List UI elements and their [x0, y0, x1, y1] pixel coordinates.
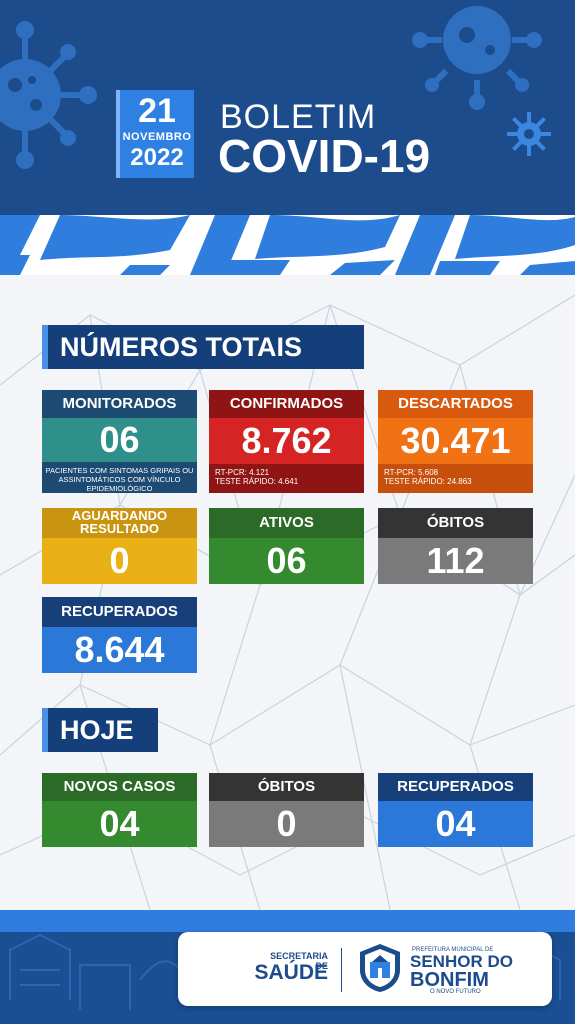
card-monitorados: MONITORADOS 06 PACIENTES COM SINTOMAS GR…: [42, 390, 197, 493]
card-value: 0: [42, 538, 197, 584]
card-value: 30.471: [378, 418, 533, 464]
card-ativos: ATIVOS 06: [209, 508, 364, 584]
saude-label: SAÚDE: [254, 961, 328, 984]
virus-icon: [0, 21, 97, 169]
card-obitos-hoje: ÓBITOS 0: [209, 773, 364, 847]
card-recuperados-hoje: RECUPERADOS 04: [378, 773, 533, 847]
card-obitos: ÓBITOS 112: [378, 508, 533, 584]
card-value: 04: [378, 801, 533, 847]
prefeitura-label: PREFEITURA MUNICIPAL DE: [412, 947, 494, 953]
card-note: PACIENTES COM SINTOMAS GRIPAIS OU ASSINT…: [42, 462, 197, 493]
virus-icon: [507, 112, 551, 156]
date-year: 2022: [130, 144, 184, 171]
card-label: DESCARTADOS: [378, 390, 533, 418]
card-label: RECUPERADOS: [42, 597, 197, 627]
card-label: AGUARDANDO RESULTADO: [42, 508, 197, 538]
card-note-line: TESTE RÁPIDO: 4.641: [215, 477, 299, 486]
card-confirmados: CONFIRMADOS 8.762 RT-PCR: 4.121 TESTE RÁ…: [209, 390, 364, 493]
card-aguardando: AGUARDANDO RESULTADO 0: [42, 508, 197, 584]
card-label: ÓBITOS: [209, 773, 364, 801]
city-name-line1: SENHOR DO: [410, 952, 513, 971]
logo-divider: [341, 948, 342, 992]
title-covid: COVID-19: [218, 130, 431, 182]
virus-icon: [412, 6, 542, 110]
card-label: MONITORADOS: [42, 390, 197, 418]
card-label: RECUPERADOS: [378, 773, 533, 801]
city-crest-icon: [360, 944, 400, 992]
card-note-line: RT-PCR: 4.121: [215, 468, 270, 477]
card-value: 0: [209, 801, 364, 847]
card-note: RT-PCR: 5.608 TESTE RÁPIDO: 24.863: [378, 464, 533, 493]
card-label-line: AGUARDANDO: [71, 508, 168, 523]
card-value: 8.644: [42, 627, 197, 673]
footer-band: [0, 910, 575, 932]
card-note-line: RT-PCR: 5.608: [384, 468, 439, 477]
card-label: ÓBITOS: [378, 508, 533, 538]
header-banner: 21 NOVEMBRO 2022 BOLETIM COVID-19: [0, 0, 575, 215]
card-value: 06: [42, 418, 197, 462]
section-heading-totais: NÚMEROS TOTAIS: [42, 325, 364, 369]
card-label: CONFIRMADOS: [209, 390, 364, 418]
decorative-stripes: [0, 215, 575, 275]
date-box: 21 NOVEMBRO 2022: [116, 90, 194, 178]
secretaria-label: SECRETARIA DE: [270, 951, 328, 971]
card-label-line: RESULTADO: [80, 521, 159, 536]
card-recuperados: RECUPERADOS 8.644: [42, 597, 197, 673]
card-value: 112: [378, 538, 533, 584]
card-value: 06: [209, 538, 364, 584]
title-boletim: BOLETIM: [220, 98, 377, 136]
card-label: ATIVOS: [209, 508, 364, 538]
card-novos-casos: NOVOS CASOS 04: [42, 773, 197, 847]
slogan-label: O NOVO FUTURO: [430, 989, 481, 995]
card-value: 04: [42, 801, 197, 847]
card-note-line: TESTE RÁPIDO: 24.863: [384, 477, 472, 486]
section-heading-hoje: HOJE: [42, 708, 158, 752]
date-month: NOVEMBRO: [122, 131, 192, 143]
city-name-line2: BONFIM: [410, 969, 489, 991]
card-value: 8.762: [209, 418, 364, 464]
card-note: RT-PCR: 4.121 TESTE RÁPIDO: 4.641: [209, 464, 364, 493]
card-label: NOVOS CASOS: [42, 773, 197, 801]
card-descartados: DESCARTADOS 30.471 RT-PCR: 5.608 TESTE R…: [378, 390, 533, 493]
date-day: 21: [138, 92, 176, 130]
